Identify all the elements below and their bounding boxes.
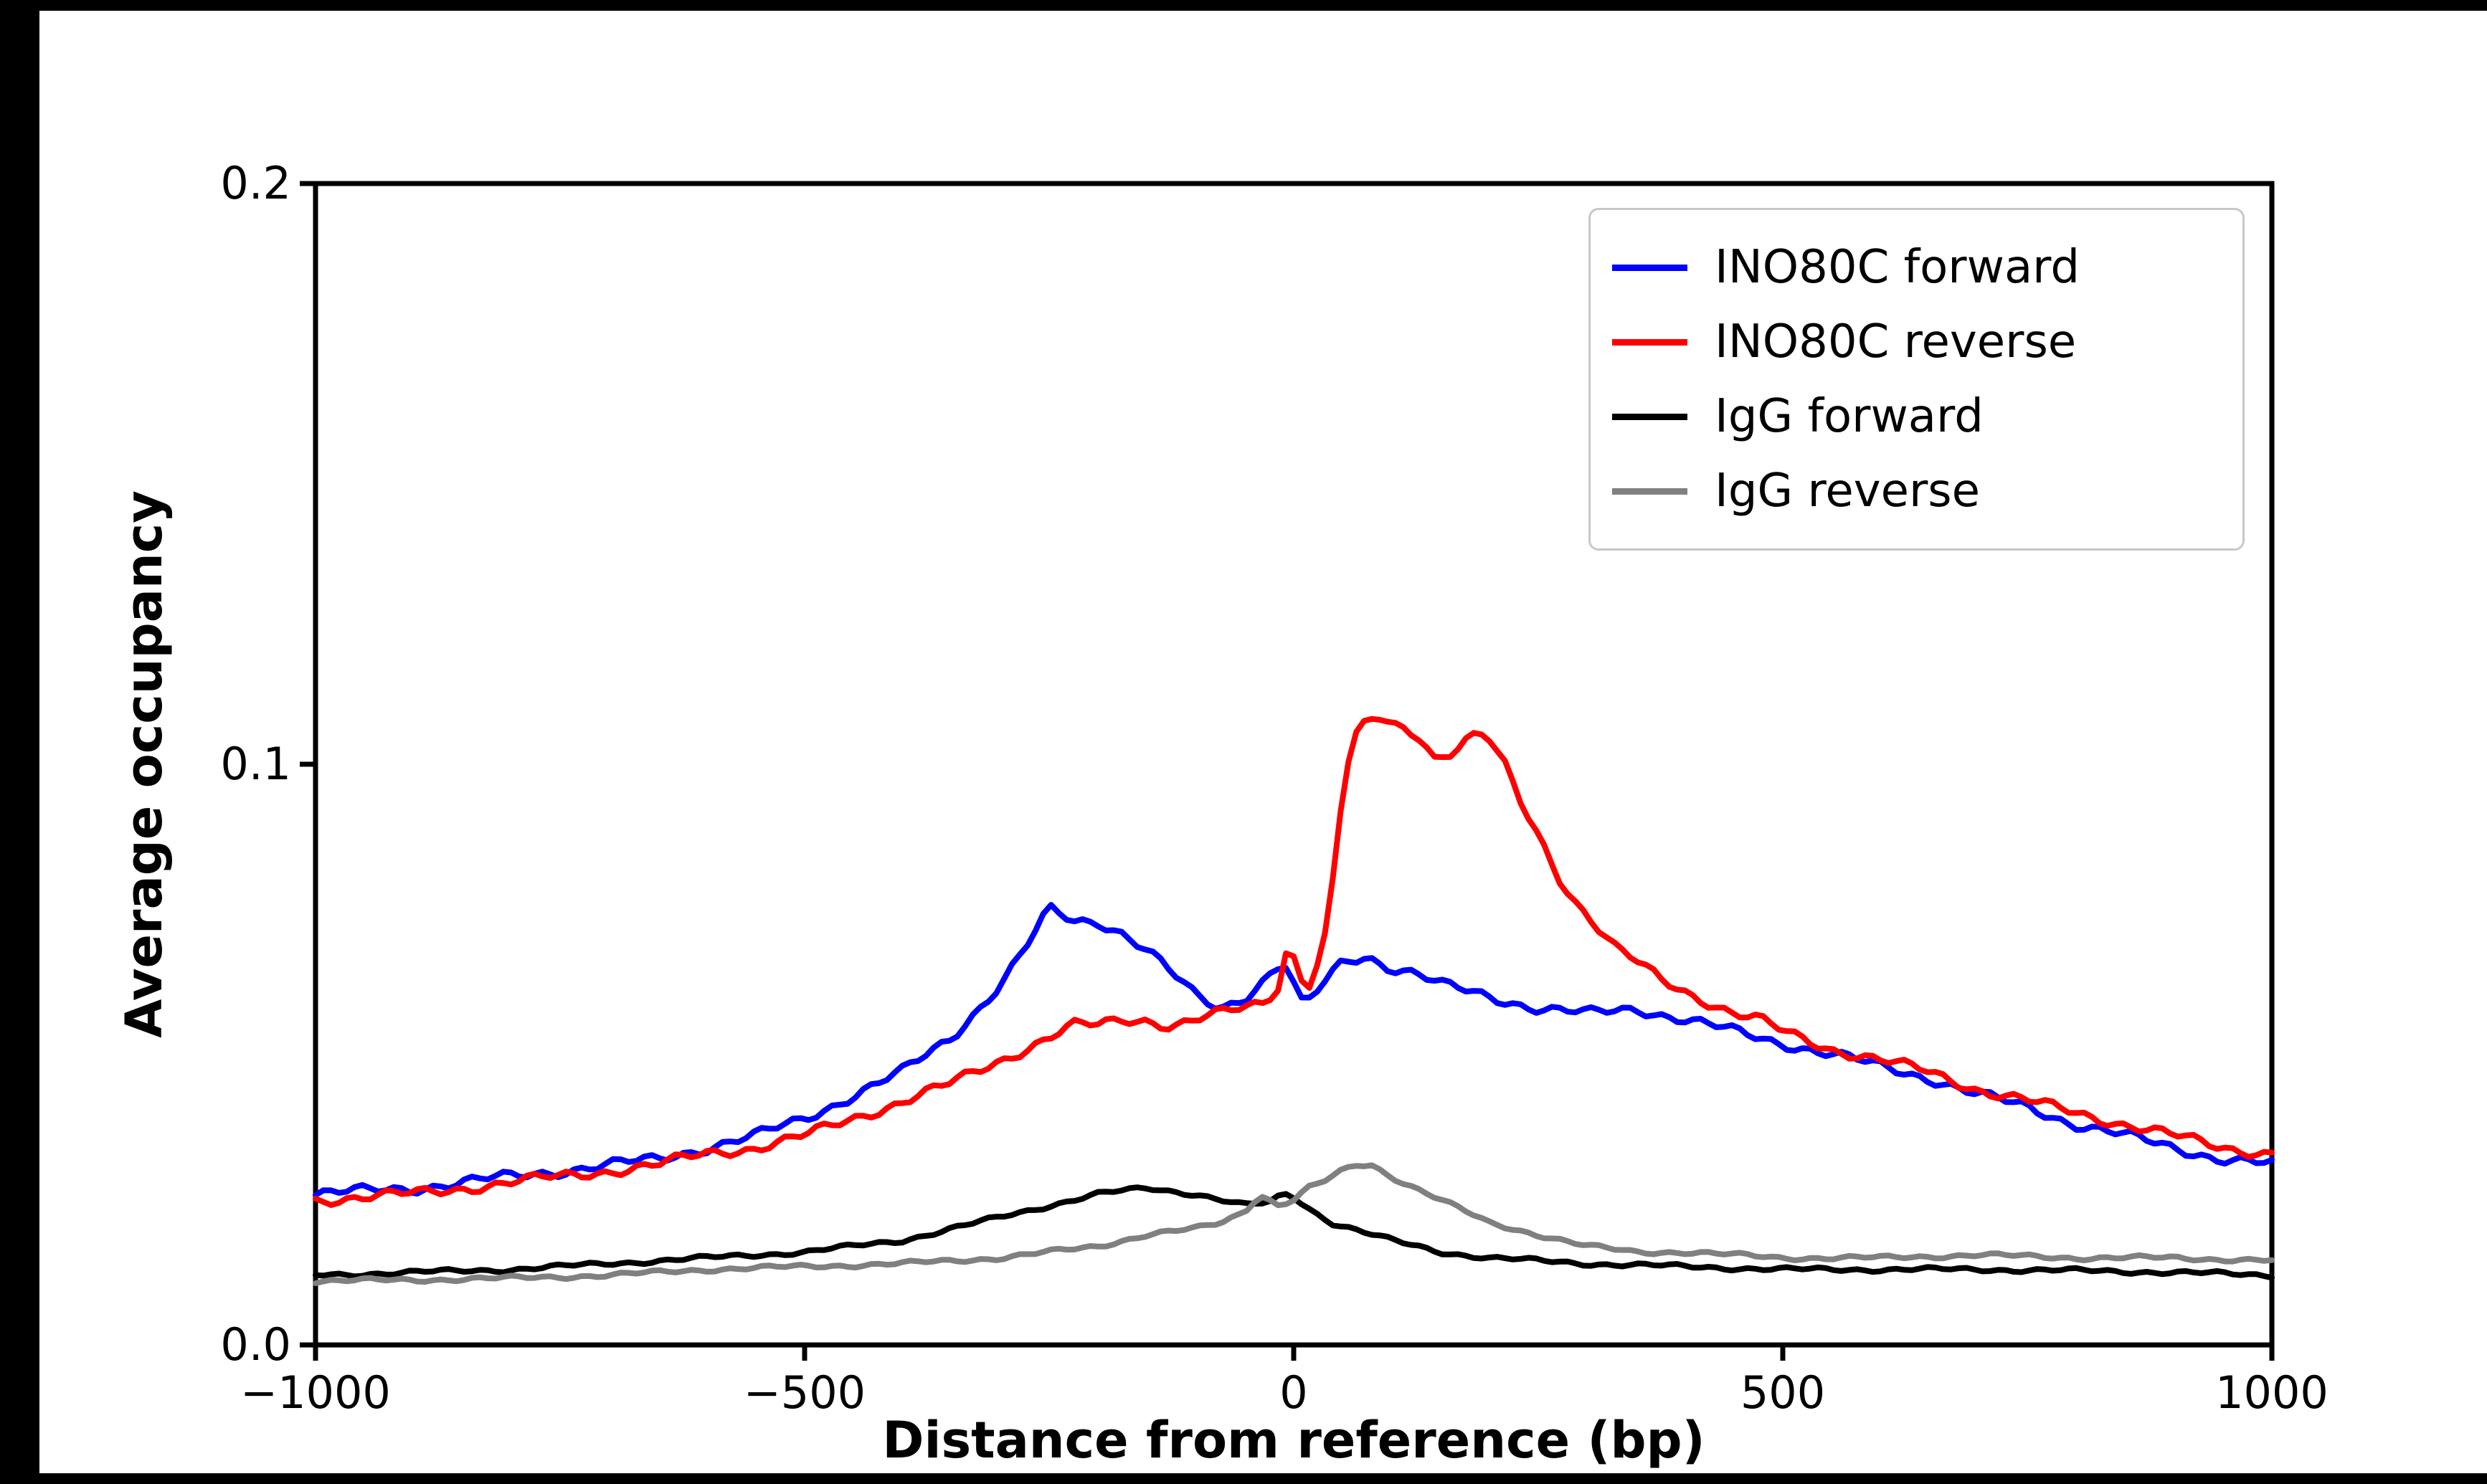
x-tick-label: −500	[743, 1366, 866, 1419]
legend-item: IgG reverse	[1612, 454, 2221, 528]
series-line-igg-reverse	[313, 1162, 2275, 1286]
legend-item-label: IgG forward	[1715, 390, 1984, 443]
y-tick-label: 0.2	[220, 157, 291, 209]
series-line-ino80c-forward	[313, 902, 2275, 1199]
legend: INO80C forward INO80C reverse IgG forward I…	[1588, 208, 2245, 551]
x-tick-label: −1000	[240, 1366, 391, 1419]
legend-line-swatch	[1612, 413, 1687, 420]
legend-item: IgG forward	[1612, 379, 2221, 454]
legend-item-label: INO80C forward	[1715, 241, 2080, 294]
x-tick-label: 0	[1279, 1366, 1308, 1419]
legend-line-swatch	[1612, 487, 1687, 495]
legend-line-swatch	[1612, 338, 1687, 346]
series-line-ino80c-reverse	[313, 715, 2275, 1208]
x-tick-label: 500	[1740, 1366, 1826, 1419]
y-tick-label: 0.1	[220, 738, 291, 790]
y-axis-label: Average occupancy	[115, 490, 174, 1038]
legend-item-label: IgG reverse	[1715, 465, 1980, 518]
legend-item: INO80C forward	[1612, 230, 2221, 305]
y-tick-label: 0.0	[220, 1318, 291, 1371]
legend-line-swatch	[1612, 264, 1687, 271]
x-axis-label: Distance from reference (bp)	[882, 1411, 1705, 1470]
x-tick-label: 1000	[2215, 1366, 2329, 1419]
legend-item: INO80C reverse	[1612, 305, 2221, 379]
legend-item-label: INO80C reverse	[1715, 315, 2077, 368]
